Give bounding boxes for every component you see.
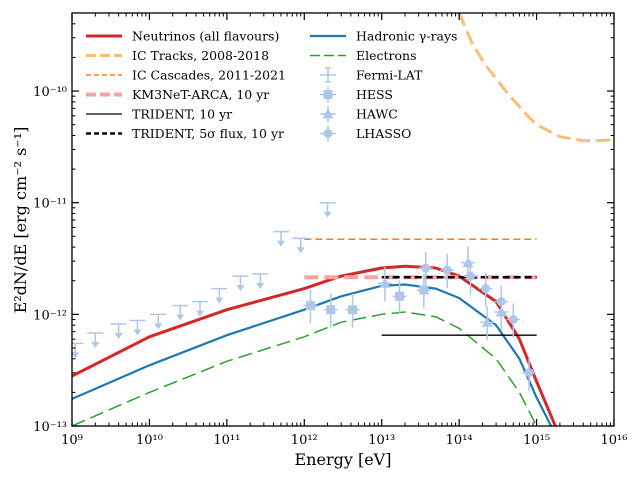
svg-text:HESS: HESS bbox=[356, 87, 393, 102]
svg-text:HAWC: HAWC bbox=[356, 107, 398, 122]
svg-text:IC Cascades, 2011-2021: IC Cascades, 2011-2021 bbox=[132, 68, 286, 83]
svg-text:KM3NeT-ARCA, 10 yr: KM3NeT-ARCA, 10 yr bbox=[132, 87, 269, 102]
hess-point bbox=[303, 289, 318, 324]
legend-entry-lhasso: LHASSO bbox=[320, 125, 411, 142]
series-electrons bbox=[72, 311, 538, 426]
svg-text:TRIDENT, 10 yr: TRIDENT, 10 yr bbox=[132, 107, 232, 122]
series-hadronic-rays bbox=[72, 283, 553, 426]
x-tick-label: 10¹⁴ bbox=[446, 433, 473, 448]
fermi-lat-point bbox=[129, 319, 146, 336]
hess-point bbox=[392, 280, 407, 315]
legend-entry-ic-cascades-2011-2021: IC Cascades, 2011-2021 bbox=[86, 68, 286, 83]
legend-entry-hawc: HAWC bbox=[320, 106, 398, 122]
legend-entry-fermi-lat: Fermi-LAT bbox=[320, 67, 423, 83]
legend-entry-ic-tracks-2008-2018: IC Tracks, 2008-2018 bbox=[86, 48, 269, 63]
plot-area bbox=[71, 12, 615, 427]
fermi-lat-point bbox=[192, 300, 209, 317]
hawc-point bbox=[377, 267, 392, 302]
fermi-lat-point bbox=[110, 323, 127, 339]
svg-text:LHASSO: LHASSO bbox=[356, 126, 411, 141]
svg-text:Hadronic γ-rays: Hadronic γ-rays bbox=[356, 29, 457, 44]
hess-point bbox=[345, 293, 360, 328]
y-tick-label: 10⁻¹³ bbox=[33, 420, 67, 435]
x-tick-label: 10¹² bbox=[291, 433, 318, 448]
fermi-lat-point bbox=[211, 287, 228, 304]
y-tick-label: 10⁻¹² bbox=[33, 308, 67, 323]
data-points-layer bbox=[72, 201, 537, 391]
fermi-lat-point bbox=[87, 332, 104, 349]
fermi-lat-point bbox=[272, 230, 289, 247]
x-tick-label: 10¹⁶ bbox=[601, 433, 628, 448]
x-tick-label: 10¹¹ bbox=[213, 433, 240, 448]
legend-entry-hadronic-rays: Hadronic γ-rays bbox=[310, 29, 457, 44]
hawc-point bbox=[480, 306, 495, 341]
legend: Neutrinos (all flavours) IC Tracks, 2008-… bbox=[86, 29, 457, 142]
y-tick-label: 10⁻¹¹ bbox=[33, 197, 67, 212]
fermi-lat-point bbox=[319, 201, 336, 218]
legend-entry-electrons: Electrons bbox=[310, 48, 417, 63]
y-axis-label: E²dN/dE [erg cm⁻² s⁻¹] bbox=[11, 127, 30, 314]
ticks-layer bbox=[71, 12, 615, 427]
tick-labels-layer: 10⁹ 10¹⁰ 10¹¹ 10¹² 10¹³ 10¹⁴ 10¹⁵ 10¹⁶ 10⁻¹³ 10⁻¹… bbox=[33, 85, 627, 448]
fermi-lat-point bbox=[150, 313, 167, 330]
svg-text:Fermi-LAT: Fermi-LAT bbox=[356, 68, 423, 83]
legend-entry-trident-10-yr: TRIDENT, 10 yr bbox=[86, 107, 232, 122]
fermi-lat-point bbox=[232, 275, 249, 292]
hess-point bbox=[323, 293, 338, 328]
legend-entry-km3net-arca-10-yr: KM3NeT-ARCA, 10 yr bbox=[86, 87, 269, 102]
svg-text:IC Tracks, 2008-2018: IC Tracks, 2008-2018 bbox=[132, 48, 269, 63]
fermi-lat-point bbox=[72, 342, 84, 359]
lhasso-point bbox=[494, 285, 509, 320]
x-tick-label: 10¹³ bbox=[368, 433, 395, 448]
hess-point bbox=[416, 274, 431, 309]
x-tick-label: 10¹⁰ bbox=[136, 433, 163, 448]
lhasso-point bbox=[506, 303, 521, 338]
svg-text:Neutrinos (all flavours): Neutrinos (all flavours) bbox=[132, 29, 279, 44]
lhasso-point bbox=[522, 356, 537, 391]
series-ic-tracks-2008-2018 bbox=[457, 13, 614, 143]
lhasso-point bbox=[463, 260, 478, 295]
fermi-lat-point bbox=[292, 237, 309, 254]
curves-layer bbox=[72, 13, 614, 426]
svg-text:TRIDENT, 5σ flux, 10 yr: TRIDENT, 5σ flux, 10 yr bbox=[132, 126, 284, 141]
legend-entry-hess: HESS bbox=[320, 86, 393, 103]
fermi-lat-point bbox=[172, 304, 189, 321]
x-tick-label: 10⁹ bbox=[61, 433, 83, 448]
fermi-lat-point bbox=[252, 273, 269, 289]
series-neutrinos-all-flavours bbox=[72, 264, 557, 426]
legend-entry-trident-5-flux-10-yr: TRIDENT, 5σ flux, 10 yr bbox=[86, 126, 284, 141]
lhasso-point bbox=[440, 253, 455, 288]
x-axis-label: Energy [eV] bbox=[295, 450, 392, 469]
legend-entry-neutrinos-all-flavours: Neutrinos (all flavours) bbox=[86, 29, 279, 44]
x-tick-label: 10¹⁵ bbox=[523, 433, 550, 448]
svg-text:Electrons: Electrons bbox=[356, 48, 417, 63]
lhasso-point bbox=[478, 272, 493, 307]
lhasso-point bbox=[418, 252, 433, 287]
y-tick-label: 10⁻¹⁰ bbox=[33, 85, 67, 100]
